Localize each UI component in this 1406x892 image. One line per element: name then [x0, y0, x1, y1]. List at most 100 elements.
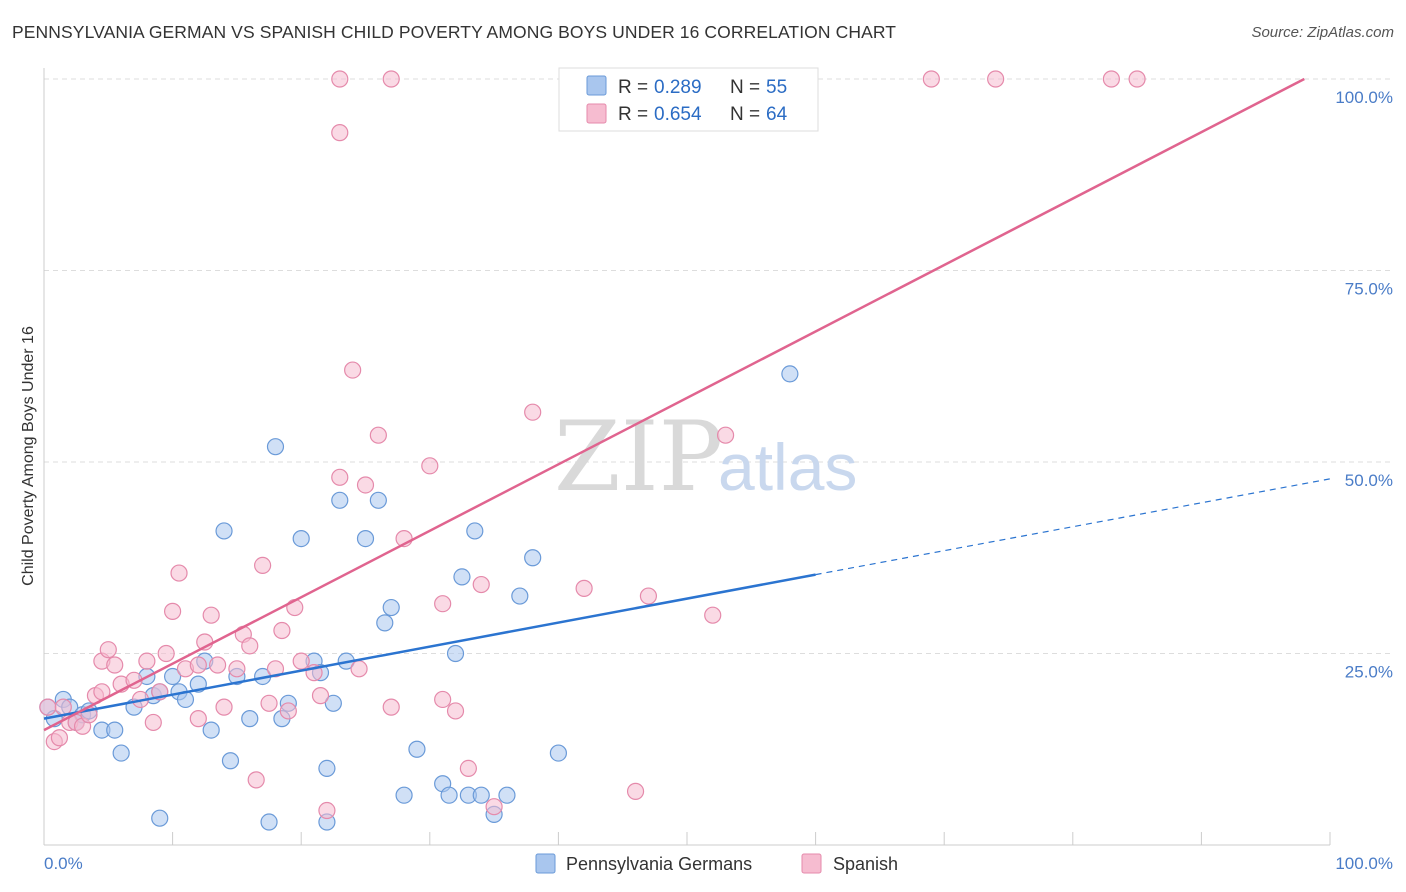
- series-label-pennsylvania-germans: Pennsylvania Germans: [566, 854, 752, 874]
- spanish-point: [344, 361, 362, 379]
- pennsylvania-germans-point: [369, 491, 387, 509]
- x-ticks: [43, 832, 1331, 845]
- spanish-point: [311, 687, 330, 705]
- spanish-point: [716, 426, 735, 444]
- pennsylvania-germans-point: [164, 667, 182, 686]
- source-credit: Source: ZipAtlas.com: [1251, 24, 1394, 41]
- pennsylvania-germans-point: [549, 744, 568, 762]
- pennsylvania-germans-point: [151, 809, 169, 827]
- y-tick-label-50: 50.0%: [1345, 471, 1393, 490]
- x-tick-label-0: 0.0%: [44, 854, 83, 873]
- series-label-spanish: Spanish: [833, 854, 898, 874]
- x-tick-labels: 0.0% 100.0%: [44, 854, 1393, 873]
- spanish-point: [247, 771, 265, 789]
- pennsylvania-germans-point: [356, 529, 375, 548]
- pennsylvania-germans-point: [472, 786, 490, 804]
- pennsylvania-germans-point: [241, 710, 259, 728]
- pennsylvania-germans-point: [324, 694, 342, 712]
- legend-r-value-pink: 0.654: [654, 104, 702, 125]
- spanish-point: [170, 564, 188, 582]
- pennsylvania-germans-point: [781, 365, 799, 383]
- spanish-point: [459, 759, 477, 778]
- pennsylvania-germans-point: [292, 529, 310, 548]
- spanish-point: [350, 660, 368, 678]
- series-legend: Pennsylvania Germans Spanish: [535, 853, 898, 874]
- spanish-point: [639, 587, 658, 605]
- grid: [44, 78, 1394, 654]
- spanish-point: [485, 798, 503, 816]
- spanish-point: [138, 652, 156, 670]
- stats-legend: R = 0.289 N = 55 R = 0.654 N = 64: [558, 67, 819, 132]
- spanish-point: [266, 660, 285, 678]
- legend-swatch-pink: [586, 103, 607, 124]
- spanish-point: [524, 403, 542, 421]
- spanish-point: [144, 713, 162, 732]
- spanish-point: [228, 660, 246, 678]
- spanish-point: [189, 710, 207, 728]
- spanish-point: [189, 656, 207, 674]
- pennsylvania-germans-point: [511, 587, 529, 605]
- pennsylvania-germans-point: [376, 614, 394, 632]
- spanish-trend-line: [43, 77, 1305, 732]
- spanish-point: [434, 595, 452, 613]
- pennsylvania-germans-point: [266, 438, 285, 456]
- spanish-point: [434, 690, 452, 709]
- spanish-point: [369, 426, 387, 444]
- pennsylvania-germans-point: [215, 522, 233, 540]
- x-tick-label-100: 100.0%: [1335, 854, 1393, 873]
- spanish-point: [254, 556, 272, 575]
- pennsylvania-germans-point: [395, 786, 413, 804]
- spanish-point: [273, 621, 291, 640]
- spanish-point: [279, 702, 297, 720]
- legend-swatch-blue: [586, 75, 607, 96]
- trend-lines: [43, 77, 1331, 732]
- spanish-point: [446, 702, 465, 720]
- spanish-point: [215, 698, 233, 716]
- spanish-point: [704, 606, 722, 624]
- spanish-point: [626, 782, 645, 800]
- y-axis-title: Child Poverty Among Boys Under 16: [20, 326, 37, 586]
- pennsylvania-germans-point: [260, 813, 278, 831]
- spanish-point: [331, 70, 349, 88]
- series-swatch-pennsylvania-germans: [535, 853, 556, 874]
- spanish-point: [157, 644, 175, 663]
- spanish-point: [1102, 70, 1120, 88]
- pennsylvania-germans-trend-line: [43, 573, 816, 720]
- legend-r-value-blue: 0.289: [654, 77, 702, 98]
- pennsylvania-germans-trend-extension: [815, 478, 1331, 576]
- spanish-point: [331, 124, 349, 142]
- y-tick-label-100: 100.0%: [1335, 88, 1393, 107]
- spanish-point: [50, 729, 69, 747]
- spanish-point: [241, 637, 259, 655]
- spanish-point: [575, 579, 593, 597]
- spanish-point: [382, 698, 400, 716]
- spanish-point: [209, 656, 227, 674]
- legend-n-value-blue: 55: [766, 77, 787, 98]
- watermark-atlas: atlas: [718, 430, 857, 504]
- pennsylvania-germans-point: [453, 568, 471, 586]
- pennsylvania-germans-point: [498, 786, 516, 804]
- pennsylvania-germans-point: [440, 786, 458, 804]
- watermark-zip: ZIP: [554, 401, 723, 513]
- pennsylvania-germans-point: [408, 740, 426, 758]
- legend-r-label-blue: R =: [618, 77, 648, 98]
- spanish-point: [99, 641, 117, 659]
- legend-n-label-blue: N =: [730, 77, 760, 98]
- spanish-point: [318, 801, 336, 820]
- y-tick-labels: 25.0% 50.0% 75.0% 100.0%: [1335, 88, 1393, 682]
- pennsylvania-germans-point: [331, 491, 349, 509]
- spanish-point: [922, 70, 940, 88]
- spanish-point: [331, 468, 349, 486]
- pennsylvania-germans-point: [221, 752, 240, 770]
- pennsylvania-germans-point: [112, 744, 130, 762]
- spanish-point: [421, 457, 439, 475]
- y-tick-label-25: 25.0%: [1345, 663, 1393, 682]
- spanish-point: [260, 694, 278, 712]
- spanish-point: [472, 575, 490, 594]
- series-swatch-spanish: [801, 853, 822, 874]
- spanish-point: [356, 476, 375, 494]
- spanish-point: [39, 698, 57, 716]
- legend-r-label-pink: R =: [618, 104, 648, 125]
- pennsylvania-germans-point: [446, 644, 465, 663]
- pennsylvania-germans-point: [202, 721, 220, 739]
